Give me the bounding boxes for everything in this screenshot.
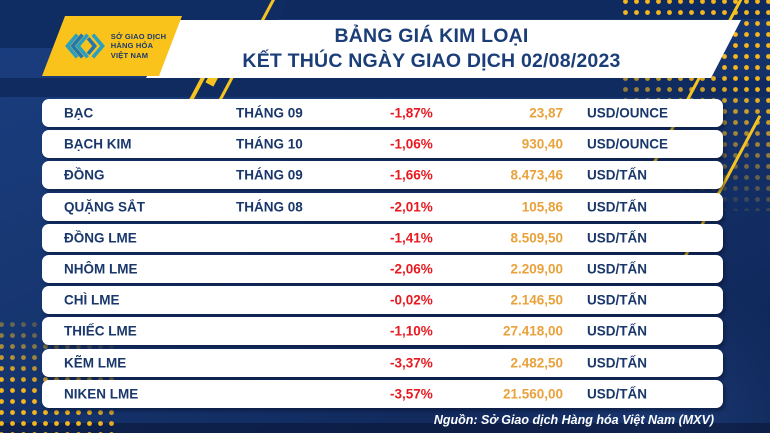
cell-price: 930,40 bbox=[521, 136, 563, 152]
mxv-logo-text: SỞ GIAO DỊCH HÀNG HÓA VIỆT NAM bbox=[111, 32, 166, 61]
mxv-chevron-logo-icon bbox=[64, 31, 106, 61]
cell-change: -1,10% bbox=[390, 323, 433, 339]
cell-month: THÁNG 09 bbox=[236, 105, 303, 121]
price-row: NIKEN LME -3,57% 21.560,00 USD/TẤN bbox=[42, 379, 723, 408]
cell-unit: USD/TẤN bbox=[587, 261, 647, 277]
price-row: BẠC THÁNG 09 -1,87% 23,87 USD/OUNCE bbox=[42, 99, 723, 127]
cell-unit: USD/TẤN bbox=[587, 292, 647, 308]
cell-month: THÁNG 08 bbox=[236, 199, 303, 215]
cell-price: 8.473,46 bbox=[510, 167, 563, 183]
cell-name: NIKEN LME bbox=[64, 386, 139, 402]
cell-change: -0,02% bbox=[390, 292, 433, 308]
price-row: CHÌ LME -0,02% 2.146,50 USD/TẤN bbox=[42, 286, 723, 315]
cell-name: CHÌ LME bbox=[64, 292, 120, 308]
logo-text-line-1: SỞ GIAO DỊCH bbox=[110, 31, 167, 41]
cell-price: 2.146,50 bbox=[510, 292, 563, 308]
logo-text-line-2: HÀNG HÓA bbox=[110, 41, 154, 51]
cell-price: 105,86 bbox=[521, 199, 563, 215]
cell-name: ĐỒNG bbox=[64, 167, 105, 183]
cell-name: NHÔM LME bbox=[64, 261, 138, 277]
cell-unit: USD/TẤN bbox=[587, 230, 647, 246]
bottom-navy-strip bbox=[0, 423, 770, 433]
source-note: Nguồn: Sở Giao dịch Hàng hóa Việt Nam (M… bbox=[433, 413, 714, 427]
cell-month: THÁNG 09 bbox=[236, 167, 303, 183]
cell-unit: USD/TẤN bbox=[587, 355, 647, 370]
cell-name: ĐỒNG LME bbox=[64, 230, 137, 246]
cell-change: -1,66% bbox=[390, 167, 433, 183]
cell-name: BẠC bbox=[64, 105, 94, 121]
cell-change: -1,06% bbox=[390, 136, 433, 152]
cell-price: 21.560,00 bbox=[502, 386, 563, 402]
title-banner: BẢNG GIÁ KIM LOẠI KẾT THÚC NGÀY GIAO DỊC… bbox=[146, 20, 741, 78]
cell-unit: USD/TẤN bbox=[587, 167, 647, 183]
cell-unit: USD/OUNCE bbox=[587, 136, 669, 152]
cell-name: QUẶNG SẮT bbox=[64, 199, 145, 215]
cell-name: THIẾC LME bbox=[64, 323, 137, 339]
cell-unit: USD/TẤN bbox=[587, 323, 647, 339]
cell-unit: USD/OUNCE bbox=[587, 105, 669, 121]
cell-name: BẠCH KIM bbox=[64, 136, 132, 152]
cell-unit: USD/TẤN bbox=[587, 199, 647, 215]
price-row: BẠCH KIM THÁNG 10 -1,06% 930,40 USD/OUNCE bbox=[42, 130, 723, 159]
price-row: QUẶNG SẮT THÁNG 08 -2,01% 105,86 USD/TẤN bbox=[42, 192, 723, 221]
price-row: ĐỒNG LME -1,41% 8.509,50 USD/TẤN bbox=[42, 223, 723, 252]
cell-change: -1,41% bbox=[390, 230, 433, 246]
cell-price: 27.418,00 bbox=[502, 323, 563, 339]
cell-change: -1,87% bbox=[390, 105, 433, 121]
logo-text-line-3: VIỆT NAM bbox=[110, 50, 149, 60]
price-row: ĐỒNG THÁNG 09 -1,66% 8.473,46 USD/TẤN bbox=[42, 161, 723, 190]
cell-price: 8.509,50 bbox=[510, 230, 563, 246]
price-row: KẼM LME -3,37% 2.482,50 USD/TẤN bbox=[42, 348, 723, 377]
cell-month: THÁNG 10 bbox=[236, 136, 303, 152]
cell-unit: USD/TẤN bbox=[587, 386, 647, 402]
cell-change: -3,57% bbox=[390, 386, 433, 402]
cell-name: KẼM LME bbox=[64, 355, 127, 370]
cell-price: 2.482,50 bbox=[510, 355, 563, 370]
cell-price: 2.209,00 bbox=[510, 261, 563, 277]
page-title-line-2: KẾT THÚC NGÀY GIAO DỊCH 02/08/2023 bbox=[242, 50, 621, 72]
cell-price: 23,87 bbox=[529, 105, 563, 121]
cell-change: -3,37% bbox=[390, 355, 433, 370]
price-row: THIẾC LME -1,10% 27.418,00 USD/TẤN bbox=[42, 317, 723, 346]
mxv-logo: SỞ GIAO DỊCH HÀNG HÓA VIỆT NAM bbox=[42, 16, 182, 76]
page-title-line-1: BẢNG GIÁ KIM LOẠI bbox=[334, 25, 529, 47]
cell-change: -2,06% bbox=[390, 261, 433, 277]
price-row: NHÔM LME -2,06% 2.209,00 USD/TẤN bbox=[42, 254, 723, 283]
price-table: BẠC THÁNG 09 -1,87% 23,87 USD/OUNCE BẠCH KIM T… bbox=[42, 99, 723, 408]
cell-change: -2,01% bbox=[390, 199, 433, 215]
